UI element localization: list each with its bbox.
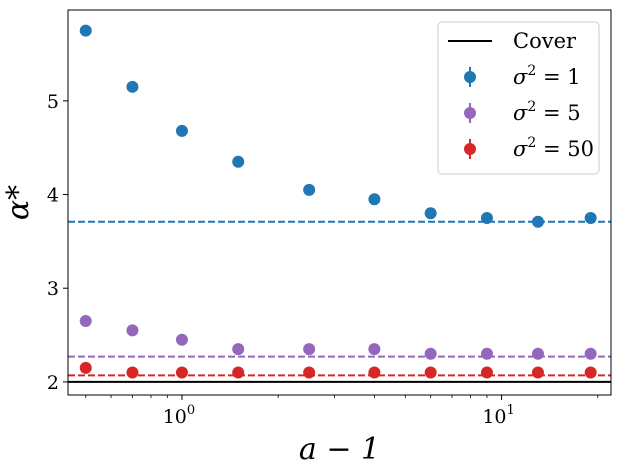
data-point (424, 347, 437, 360)
legend-item: Cover (448, 29, 577, 53)
data-point (126, 80, 139, 93)
data-point (531, 215, 544, 228)
series-2 (79, 314, 597, 360)
data-point (584, 211, 597, 224)
data-point (232, 155, 245, 168)
data-point (531, 347, 544, 360)
legend-label: σ2 = 1 (513, 63, 581, 89)
data-point (584, 366, 597, 379)
data-point (79, 314, 92, 327)
y-tick-label: 4 (47, 185, 59, 207)
data-point (175, 124, 188, 137)
data-point (232, 343, 245, 356)
data-point (126, 324, 139, 337)
data-point (303, 366, 316, 379)
y-tick-label: 5 (47, 91, 59, 113)
y-axis: 2 3 4 5 (47, 91, 68, 394)
x-tick-label: 100 (163, 403, 195, 428)
data-point (175, 333, 188, 346)
data-point (368, 343, 381, 356)
legend-item: σ2 = 1 (464, 63, 581, 89)
data-point (424, 366, 437, 379)
data-point (79, 361, 92, 374)
data-point (531, 366, 544, 379)
legend-item: σ2 = 50 (464, 135, 594, 161)
legend-label: Cover (513, 29, 577, 53)
plot-frame (67, 9, 612, 396)
y-axis-title: α* (1, 185, 36, 220)
data-point (232, 366, 245, 379)
legend-label: σ2 = 5 (513, 99, 581, 125)
data-point (175, 366, 188, 379)
y-tick-label: 3 (47, 278, 59, 300)
data-point (584, 347, 597, 360)
y-tick-label: 2 (47, 372, 59, 394)
legend-label: σ2 = 50 (513, 135, 594, 161)
data-point (480, 211, 493, 224)
legend-marker (464, 107, 476, 119)
data-point (424, 207, 437, 220)
data-point (480, 347, 493, 360)
data-point (303, 183, 316, 196)
data-point (79, 24, 92, 37)
data-point (368, 193, 381, 206)
legend: Cover σ2 = 1 σ2 = 5 σ2 = 50 (437, 21, 600, 175)
legend-box (437, 21, 600, 175)
legend-marker (464, 143, 476, 155)
data-point (480, 366, 493, 379)
data-point (368, 366, 381, 379)
x-axis: 100 101 (85, 395, 599, 428)
data-point (126, 366, 139, 379)
x-axis-title: a − 1 (299, 432, 380, 467)
data-point (303, 343, 316, 356)
plot-area (68, 24, 611, 383)
legend-item: σ2 = 5 (464, 99, 581, 125)
series-3 (79, 361, 597, 379)
x-tick-label: 101 (482, 403, 514, 428)
series-1 (79, 24, 597, 228)
legend-marker (464, 71, 476, 83)
